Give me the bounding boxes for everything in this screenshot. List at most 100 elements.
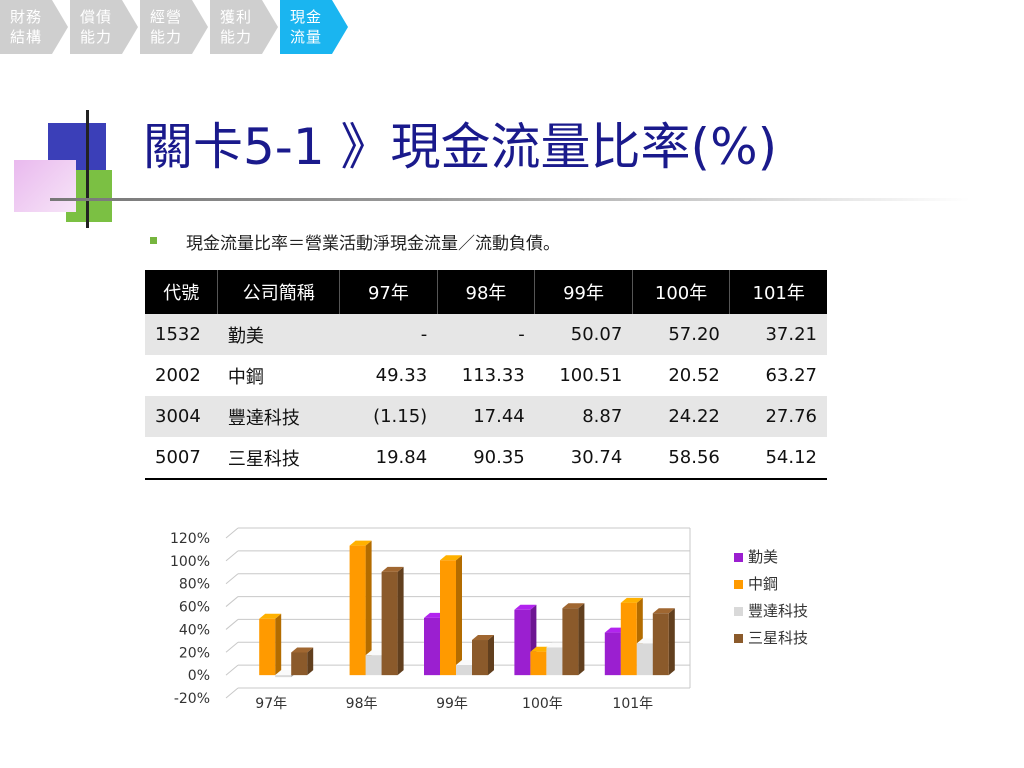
bar xyxy=(604,632,621,676)
header-year: 97年 xyxy=(339,270,438,314)
header-year: 98年 xyxy=(437,270,536,314)
header-code: 代號 xyxy=(145,270,219,314)
bar-side xyxy=(578,603,585,676)
breadcrumb-cash-flow[interactable]: 現金 流量 xyxy=(280,0,348,54)
y-tick-label: 80% xyxy=(179,577,210,593)
page-title: 關卡5-1 》現金流量比率(%) xyxy=(143,118,778,176)
cell-value: 50.07 xyxy=(534,314,633,355)
bar xyxy=(456,665,472,676)
cell-value: (1.15) xyxy=(339,396,438,437)
cell-value: 90.35 xyxy=(437,437,535,480)
cell-code: 3004 xyxy=(145,396,218,437)
breadcrumb-operating[interactable]: 經營 能力 xyxy=(140,0,208,54)
formula-text: 現金流量比率＝營業活動淨現金流量／流動負債。 xyxy=(186,234,560,254)
y-tick-label: 20% xyxy=(179,645,210,661)
legend-swatch xyxy=(734,607,743,616)
cell-value: 8.87 xyxy=(534,396,633,437)
bar-top xyxy=(259,613,282,619)
gridline-depth xyxy=(225,550,239,562)
legend-label: 豐達科技 xyxy=(748,602,808,620)
x-tick-label: 99年 xyxy=(436,696,468,710)
x-tick-label: 97年 xyxy=(255,696,287,710)
gridline-depth xyxy=(225,619,239,630)
gridline-depth xyxy=(225,527,239,539)
cell-value: 19.84 xyxy=(339,437,438,480)
x-tick-label: 98年 xyxy=(346,696,378,710)
table-row: 5007 三星科技 19.84 90.35 30.74 58.56 54.12 xyxy=(145,437,827,480)
breadcrumb-label: 償債 xyxy=(80,8,113,26)
table-header-row: 代號 公司簡稱 97年 98年 99年 100年 101年 xyxy=(145,270,827,314)
legend-label: 中鋼 xyxy=(748,575,778,593)
bar xyxy=(562,608,579,676)
bar xyxy=(291,652,308,676)
legend-label: 勤美 xyxy=(748,548,778,566)
bar xyxy=(349,545,366,676)
cell-value: 58.56 xyxy=(632,437,730,480)
cell-value: 63.27 xyxy=(765,365,817,386)
legend-label: 三星科技 xyxy=(748,629,808,647)
header-year: 100年 xyxy=(632,270,731,314)
cell-code: 5007 xyxy=(145,437,218,480)
x-tick-label: 100年 xyxy=(522,696,563,710)
decor-vertical-line xyxy=(86,110,89,228)
breadcrumb-label: 獲利 xyxy=(220,8,253,26)
cash-flow-ratio-table: 代號 公司簡稱 97年 98年 99年 100年 101年 1532 勤美 - … xyxy=(145,270,827,480)
bar xyxy=(546,647,563,676)
cell-value: 113.33 xyxy=(461,365,525,386)
bar-side xyxy=(397,566,404,676)
bar-top xyxy=(291,647,314,653)
gridline-depth xyxy=(225,596,239,607)
bar xyxy=(530,651,547,676)
bar-top xyxy=(652,608,675,614)
cell-value: 37.21 xyxy=(729,314,827,355)
bar xyxy=(259,618,276,676)
breadcrumb-label: 流量 xyxy=(290,28,323,46)
bar-side xyxy=(365,540,372,676)
gridline-depth xyxy=(225,641,239,653)
bar-top xyxy=(381,566,404,572)
bar xyxy=(424,617,440,676)
header-company: 公司簡稱 xyxy=(217,270,341,314)
bar-top xyxy=(349,540,372,546)
bar xyxy=(652,613,669,676)
bar xyxy=(275,675,292,678)
header-year: 101年 xyxy=(729,270,827,314)
bar-side xyxy=(307,647,314,676)
cell-value: - xyxy=(339,314,438,355)
y-tick-label: 120% xyxy=(170,531,210,547)
cell-value: 27.76 xyxy=(729,396,827,437)
table-row: 1532 勤美 - - 50.07 57.20 37.21 xyxy=(145,314,827,355)
y-tick-label: -20% xyxy=(174,691,210,707)
bar xyxy=(365,655,382,676)
breadcrumb-solvency[interactable]: 償債 能力 xyxy=(70,0,138,54)
table-row: 2002 中鋼 49.33 113.33 100.51 20.52 63.27 xyxy=(145,355,827,396)
cell-value: - xyxy=(437,314,535,355)
bar-top xyxy=(472,635,494,641)
cell-value: 24.22 xyxy=(632,396,730,437)
cell-value: 20.52 xyxy=(668,365,720,386)
breadcrumb-label: 現金 xyxy=(290,8,323,26)
bar-top xyxy=(514,604,537,610)
gridline-depth xyxy=(225,687,239,699)
table-row: 3004 豐達科技 (1.15) 17.44 8.87 24.22 27.76 xyxy=(145,396,827,437)
cell-value: 54.12 xyxy=(729,437,827,480)
breadcrumb-label: 能力 xyxy=(220,28,253,46)
bar-top xyxy=(620,597,643,603)
breadcrumb-profitability[interactable]: 獲利 能力 xyxy=(210,0,278,54)
cell-value: 49.33 xyxy=(375,365,428,386)
breadcrumb: 財務 結構 償債 能力 經營 能力 獲利能力 現金流量 xyxy=(0,0,360,54)
legend-swatch xyxy=(734,553,743,562)
bar-top xyxy=(440,555,462,561)
cell-value: 30.74 xyxy=(534,437,633,480)
bullet-marker xyxy=(150,237,157,244)
y-tick-label: 100% xyxy=(170,554,210,570)
bar-side xyxy=(668,608,675,676)
cell-company: 勤美 xyxy=(217,314,340,355)
cell-value: 100.51 xyxy=(559,365,623,386)
legend-swatch xyxy=(734,580,743,589)
breadcrumb-financial-structure[interactable]: 財務 結構 xyxy=(0,0,68,54)
bar-side xyxy=(488,635,494,676)
cell-company: 三星科技 xyxy=(217,437,340,480)
header-year: 99年 xyxy=(534,270,633,314)
decor-square-pink xyxy=(14,160,76,212)
